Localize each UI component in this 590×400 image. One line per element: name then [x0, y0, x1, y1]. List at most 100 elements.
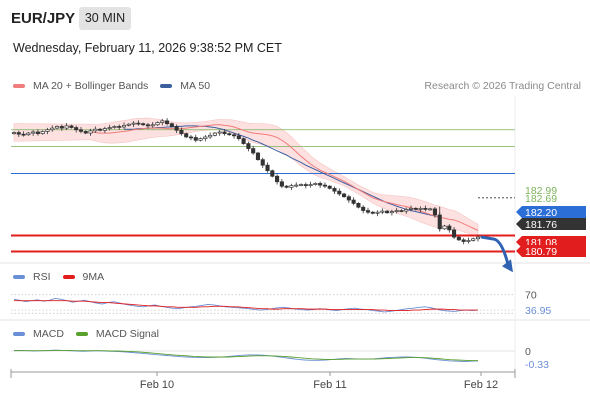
- price-levels-layer: [11, 129, 515, 253]
- candle-body: [279, 181, 284, 187]
- candle-body: [169, 123, 174, 127]
- candle-body: [265, 164, 270, 172]
- candle-body: [260, 159, 265, 166]
- level-label-current: 181.76: [525, 219, 557, 231]
- rsi-level-label: 36.95: [525, 305, 551, 317]
- candle-body: [418, 207, 423, 210]
- forecast-arrow-layer: [480, 235, 513, 273]
- candle-body: [313, 183, 318, 185]
- candle-body: [298, 184, 304, 186]
- time-axis-label: Feb 11: [313, 379, 346, 391]
- candle-body: [98, 128, 103, 131]
- candle-body: [11, 132, 17, 134]
- candle-body: [236, 135, 241, 139]
- candle-body: [93, 128, 98, 132]
- candle-body: [408, 207, 414, 210]
- bollinger-band-layer: [13, 117, 479, 238]
- credit-text: Research © 2026 Trading Central: [424, 80, 581, 92]
- macd-level-label: 0: [525, 346, 531, 358]
- candle-body: [126, 123, 131, 126]
- chart-header: EUR/JPY 30 MIN Wednesday, February 11, 2…: [0, 0, 590, 70]
- candle-body: [212, 132, 217, 136]
- candle-body: [255, 152, 261, 160]
- candle-body: [251, 148, 256, 154]
- legend-macd-signal: MACD Signal: [75, 328, 159, 340]
- candle-body: [102, 128, 107, 131]
- level-label-resistance: 182.99: [525, 185, 557, 197]
- macd-layer: 0-0.33: [11, 346, 549, 371]
- rsi-level-label: 70: [525, 290, 537, 302]
- rsi-legend: RSI 9MA: [13, 271, 116, 283]
- time-axis-label: Feb 12: [464, 379, 498, 391]
- level-label-resistance: 182.69: [525, 193, 557, 205]
- legend-ma20-bollinger: MA 20 + Bollinger Bands: [13, 80, 148, 92]
- candle-body: [145, 124, 150, 127]
- legend-label-ma50: MA 50: [180, 80, 211, 92]
- candle-body: [222, 131, 227, 134]
- candle-body: [327, 185, 332, 189]
- legend-rsi: RSI: [13, 271, 51, 283]
- candle-body: [346, 196, 351, 201]
- candle-body: [361, 206, 366, 211]
- legend-rsi-ma: 9MA: [62, 271, 104, 283]
- candle-body: [78, 129, 84, 132]
- candle-body: [270, 170, 275, 177]
- candle-body: [83, 131, 88, 134]
- candle-body: [466, 240, 471, 242]
- level-label-bg-current: [516, 218, 586, 230]
- forecast-arrow: [480, 235, 510, 266]
- candle-body: [380, 210, 385, 213]
- candle-body: [121, 124, 127, 128]
- candle-body: [198, 138, 203, 141]
- ma20-line: [90, 124, 479, 231]
- candle-body: [160, 120, 165, 123]
- legend-swatch-rsi-ma: [62, 275, 75, 279]
- forecast-arrowhead: [502, 259, 513, 273]
- candle-body: [303, 184, 308, 186]
- candle-body: [442, 225, 447, 230]
- candle-body: [452, 229, 457, 238]
- candle-body: [389, 211, 394, 214]
- candle-body: [107, 127, 112, 129]
- candle-body: [69, 125, 74, 128]
- time-axis-label: Feb 10: [140, 379, 174, 391]
- candle-body: [16, 132, 21, 135]
- legend-swatch-ma20: [13, 84, 25, 88]
- timeframe-button[interactable]: 30 MIN: [79, 7, 131, 30]
- legend-ma50: MA 50: [160, 80, 210, 92]
- candles-layer: [11, 118, 481, 245]
- candle-body: [399, 210, 404, 212]
- symbol-title: EUR/JPY: [11, 10, 76, 27]
- candle-body: [88, 130, 93, 134]
- candle-body: [475, 236, 481, 240]
- candle-body: [117, 126, 122, 128]
- candle-body: [184, 133, 189, 138]
- candle-body: [35, 131, 40, 134]
- candle-body: [21, 133, 26, 136]
- macd-series-1: [14, 349, 478, 362]
- candle-body: [471, 238, 476, 241]
- datetime-label: Wednesday, February 11, 2026 9:38:52 PM …: [13, 41, 282, 55]
- candle-body: [208, 134, 213, 138]
- candle-body: [284, 185, 289, 188]
- candle-body: [385, 210, 390, 214]
- candle-body: [432, 208, 437, 216]
- candle-body: [394, 210, 399, 212]
- candle-body: [246, 143, 251, 149]
- candle-body: [404, 209, 409, 212]
- candle-body: [40, 131, 45, 134]
- candle-body: [322, 184, 327, 187]
- candle-body: [165, 120, 170, 125]
- candle-body: [332, 188, 337, 192]
- legend-swatch-rsi: [13, 275, 25, 279]
- candle-body: [318, 183, 323, 186]
- candle-body: [356, 202, 361, 208]
- legend-label-macd: MACD: [33, 328, 64, 340]
- candle-body: [55, 126, 60, 129]
- candle-body: [174, 126, 179, 131]
- candle-body: [74, 127, 79, 131]
- level-label-bg-support: [516, 245, 586, 257]
- candle-body: [413, 207, 418, 210]
